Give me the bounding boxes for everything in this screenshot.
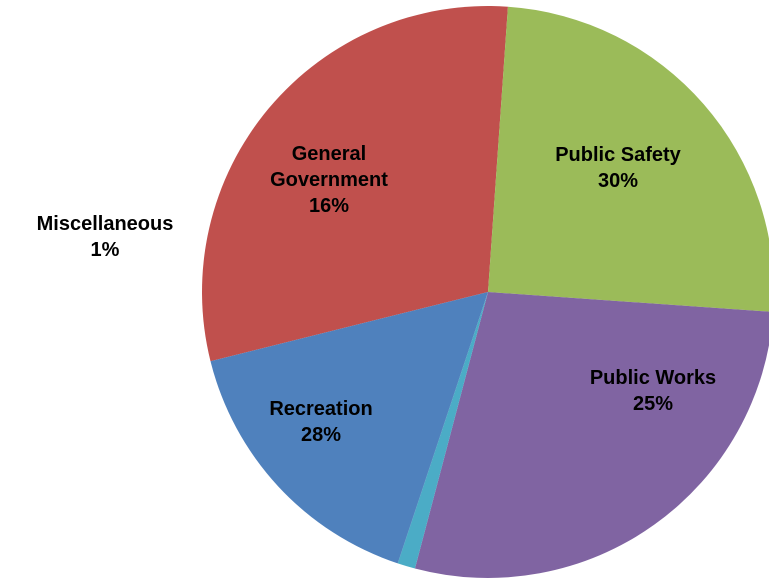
- slice-name-text: Government: [270, 169, 388, 191]
- slice-label-miscellaneous: Miscellaneous 1%: [37, 213, 174, 261]
- slice-percent-text: 28%: [301, 424, 341, 446]
- slice-name-text: Miscellaneous: [37, 213, 174, 235]
- slice-name-text: Public Works: [590, 367, 716, 389]
- pie-slice-recreation: [414, 292, 769, 578]
- slice-name-text: Recreation: [269, 398, 372, 420]
- slice-name-text: Public Safety: [555, 144, 681, 166]
- slice-name-text: General: [292, 143, 366, 165]
- slice-percent-text: 30%: [598, 170, 638, 192]
- slice-percent-text: 16%: [309, 195, 349, 217]
- slice-label-recreation: Recreation 28%: [269, 398, 372, 446]
- slices-layer: [202, 6, 769, 578]
- pie-slice-general-government: [210, 292, 488, 564]
- slice-label-public-works: Public Works 25%: [590, 367, 716, 415]
- slice-percent-text: 1%: [91, 239, 120, 261]
- pie-slice-miscellaneous: [397, 292, 488, 569]
- slice-percent-text: 25%: [633, 393, 673, 415]
- slice-label-public-safety: Public Safety 30%: [555, 144, 681, 192]
- pie-slice-public-safety: [202, 6, 508, 362]
- labels-layer: Public Safety 30% Public Works 25% Recreatio…: [37, 143, 717, 446]
- pie-slice-public-works: [488, 6, 769, 312]
- slice-label-general-government: General Government 16%: [270, 143, 388, 217]
